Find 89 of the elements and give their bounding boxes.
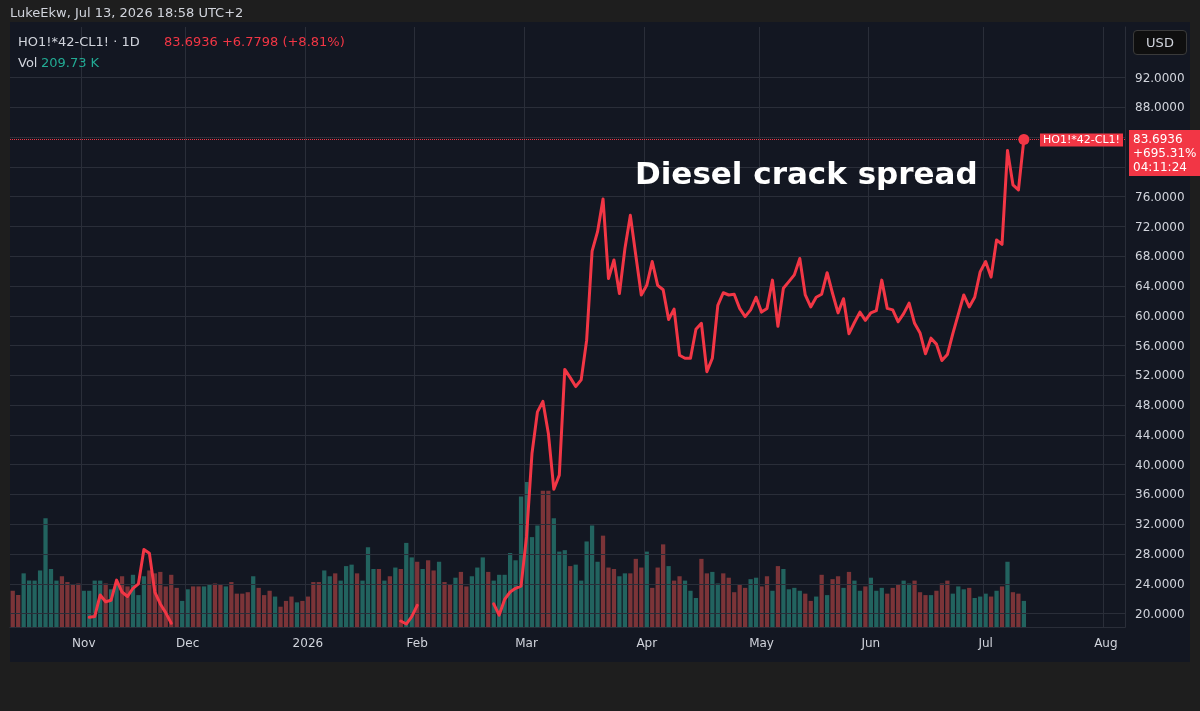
bar <box>885 593 890 627</box>
bar <box>824 595 830 627</box>
y-tick-label: 64.0000 <box>1135 279 1185 294</box>
bar <box>721 573 726 627</box>
y-tick-label: 48.0000 <box>1135 398 1185 413</box>
y-tick-label: 68.0000 <box>1135 249 1185 264</box>
bar <box>775 566 781 627</box>
bar <box>229 582 234 627</box>
bar <box>644 551 649 627</box>
annotation: 83.6936 +6.7798 (+8.81%) <box>164 34 345 49</box>
bar <box>710 571 715 627</box>
annotation: Vol <box>18 55 38 70</box>
bar <box>568 566 573 627</box>
bar <box>928 595 934 627</box>
y-tick-label: 24.0000 <box>1135 576 1185 591</box>
x-tick-label: Dec <box>176 636 200 650</box>
bar <box>294 602 300 627</box>
text: LukeEkw, Jul 13, 2026 18:58 UTC+2 <box>10 5 244 20</box>
bar <box>245 592 250 627</box>
bar <box>863 586 868 627</box>
bar <box>174 587 179 627</box>
text: 04:11:24 <box>1133 160 1188 175</box>
bar <box>354 573 360 627</box>
bar <box>994 590 999 627</box>
y-tick-label: 88.0000 <box>1135 100 1185 115</box>
bar <box>770 590 775 627</box>
x-tick-label: Aug <box>1094 636 1118 650</box>
bar <box>251 576 256 627</box>
bar <box>803 593 808 627</box>
bar <box>327 576 332 627</box>
bar <box>1021 600 1027 627</box>
y-tick-label: 36.0000 <box>1135 487 1185 502</box>
y-tick-label: 92.0000 <box>1135 70 1185 85</box>
y-tick-label: 72.0000 <box>1135 219 1185 234</box>
bar <box>486 571 491 627</box>
bar <box>628 573 633 627</box>
bar <box>983 593 988 627</box>
bar <box>316 582 321 627</box>
x-tick-label: 2026 <box>292 636 324 650</box>
y-tick-label: 40.0000 <box>1135 457 1185 472</box>
bar <box>666 566 671 627</box>
y-tick-label: 32.0000 <box>1135 517 1185 532</box>
bar <box>764 576 770 627</box>
bar <box>420 569 425 627</box>
annotation: 209.73 K <box>41 55 100 70</box>
text: +695.31% <box>1133 146 1197 161</box>
x-tick-label: Jun <box>860 636 881 650</box>
x-tick-label: Apr <box>636 636 658 650</box>
y-tick-label: 60.0000 <box>1135 308 1185 323</box>
text: Diesel crack spread <box>635 154 978 191</box>
bar <box>480 557 485 627</box>
bar <box>322 570 327 627</box>
annotation: HO1!*42-CL1! · 1D <box>18 34 140 49</box>
bar <box>223 586 229 627</box>
x-tick-label: Mar <box>515 636 538 650</box>
bar <box>819 574 824 627</box>
bar <box>1005 561 1010 627</box>
text: USD <box>1133 30 1187 55</box>
y-tick-label: 52.0000 <box>1135 368 1185 383</box>
y-tick-label: 20.0000 <box>1135 606 1185 621</box>
bar <box>453 577 458 627</box>
y-tick-label: 28.0000 <box>1135 547 1185 562</box>
bar <box>382 580 387 627</box>
bar <box>961 589 966 627</box>
x-tick-label: Jul <box>977 636 993 650</box>
bar <box>333 573 338 627</box>
bar <box>387 576 392 627</box>
x-tick-label: Nov <box>72 636 96 650</box>
bar <box>797 590 802 627</box>
bar <box>808 600 813 627</box>
bar <box>180 600 185 627</box>
y-tick-label: 56.0000 <box>1135 338 1185 353</box>
bar <box>376 569 382 627</box>
bar <box>562 550 567 627</box>
bar <box>846 571 852 627</box>
ref-line-label: HO1!*42-CL1! <box>1042 133 1120 147</box>
y-tick-label: 44.0000 <box>1135 427 1185 442</box>
x-tick-label: May <box>749 636 774 650</box>
x-tick-label: Feb <box>406 636 428 650</box>
bar <box>393 567 398 627</box>
y-tick-label: 76.0000 <box>1135 189 1185 204</box>
bar <box>999 586 1005 627</box>
bar <box>879 587 884 627</box>
bar <box>436 561 442 627</box>
bar <box>650 587 655 627</box>
text: 83.6936 <box>1133 132 1184 147</box>
bar <box>967 587 972 627</box>
bar <box>841 587 846 627</box>
bar <box>185 589 190 627</box>
